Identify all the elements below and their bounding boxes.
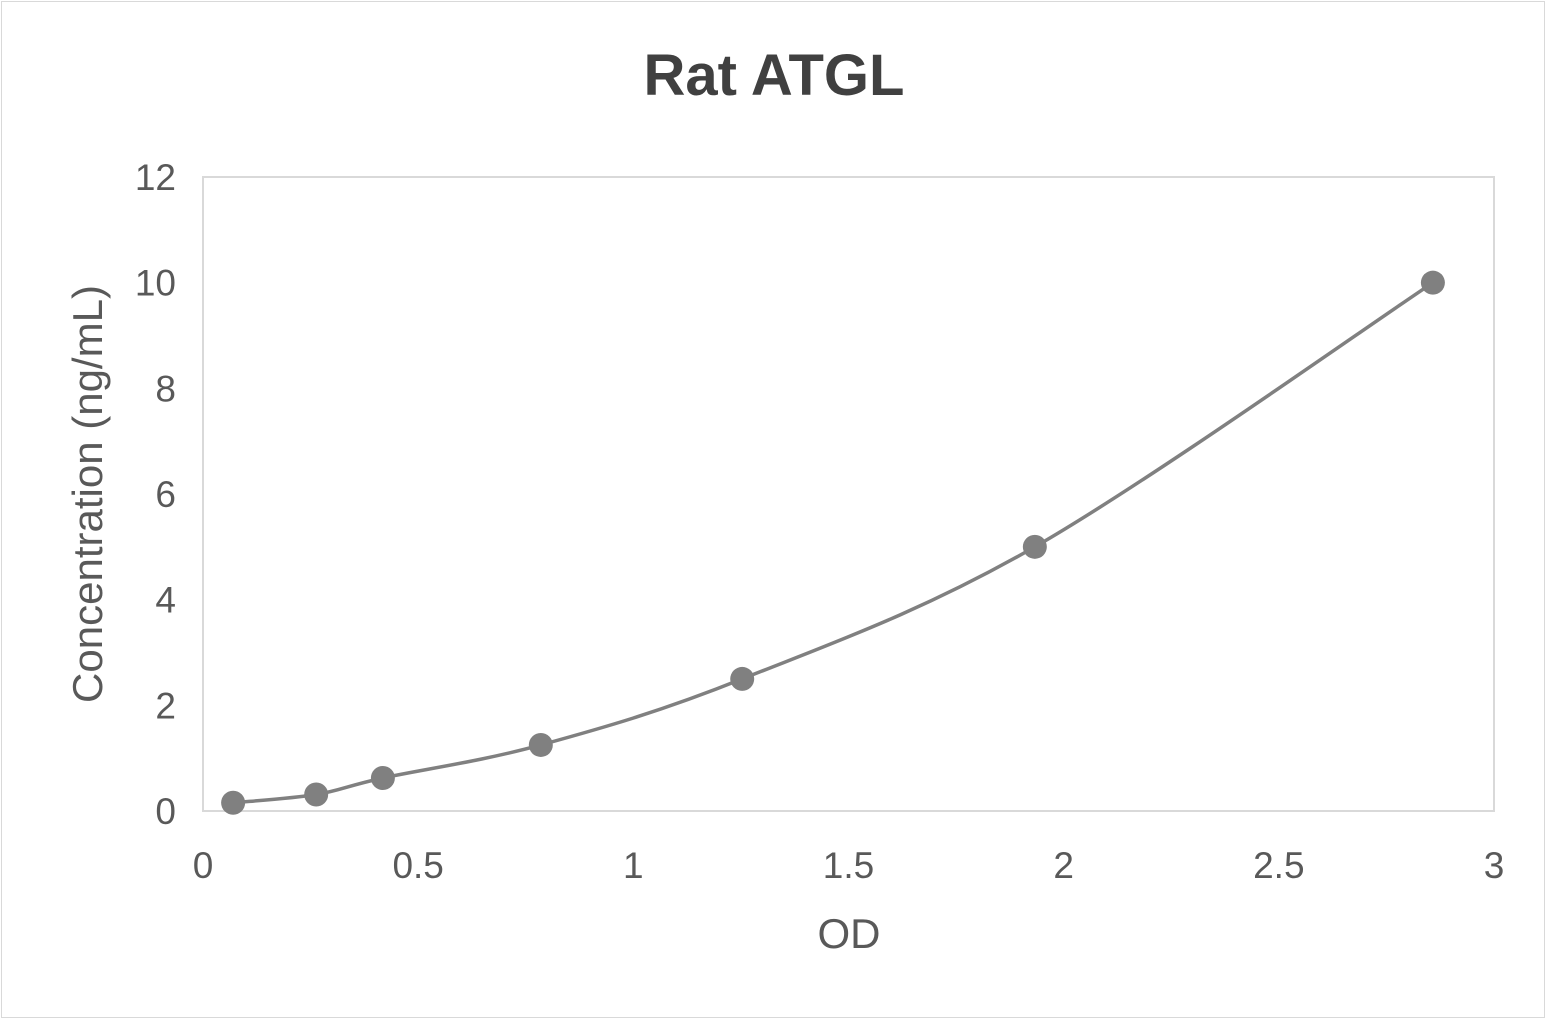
x-tick-label: 1.5 xyxy=(823,845,874,886)
data-point xyxy=(1022,534,1047,559)
y-tick-label: 0 xyxy=(155,791,176,832)
chart-title: Rat ATGL xyxy=(644,43,905,108)
series-line xyxy=(232,281,1434,805)
x-tick-label: 2.5 xyxy=(1253,845,1304,886)
x-tick-label: 1 xyxy=(623,845,644,886)
y-tick-label: 4 xyxy=(155,580,176,621)
data-point xyxy=(528,732,553,757)
x-tick-label: 2 xyxy=(1053,845,1074,886)
y-tick-label: 2 xyxy=(155,685,176,726)
x-tick-label: 0 xyxy=(193,845,214,886)
y-tick-label: 8 xyxy=(155,368,176,409)
data-point xyxy=(304,782,329,807)
x-tick-label: 3 xyxy=(1484,845,1505,886)
y-tick-label: 12 xyxy=(135,157,176,198)
data-point xyxy=(1420,270,1445,295)
plot-area xyxy=(202,176,1495,812)
data-point xyxy=(221,790,246,815)
y-tick-label: 10 xyxy=(135,263,176,304)
x-axis-label: OD xyxy=(818,910,881,957)
y-tick-label: 6 xyxy=(155,474,176,515)
x-tick-label: 0.5 xyxy=(392,845,443,886)
data-point xyxy=(370,765,395,790)
data-point xyxy=(730,666,755,691)
y-axis-label: Concentration (ng/mL) xyxy=(64,285,111,703)
